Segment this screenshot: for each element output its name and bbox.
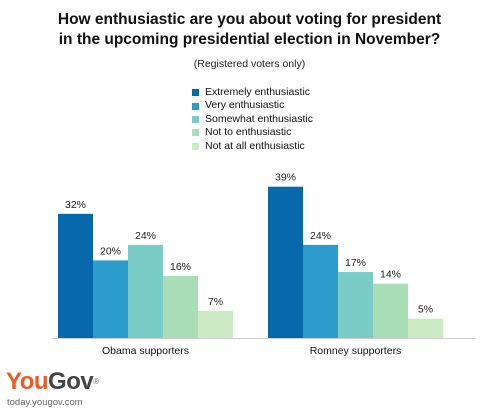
chart-title-line-2: in the upcoming presidential election in… — [58, 31, 441, 48]
legend-label: Extremely enthusiastic — [205, 86, 311, 98]
bar — [58, 213, 93, 338]
bar — [408, 318, 443, 338]
bar-value-label: 17% — [345, 257, 366, 269]
legend-label: Not at all enthusiastic — [205, 139, 305, 152]
legend-label: Very enthusiastic — [205, 99, 285, 112]
logo-registered: ® — [93, 377, 99, 386]
bar-value-label: 5% — [418, 304, 433, 316]
bar — [163, 275, 198, 338]
category-label: Obama supporters — [102, 345, 189, 357]
yougov-logo: YouGov® — [6, 370, 99, 394]
legend-label: Somewhat enthusiastic — [205, 112, 313, 125]
bar — [338, 272, 373, 338]
legend-swatch — [192, 142, 199, 150]
legend-item: Somewhat enthusiastic — [192, 113, 313, 126]
bar — [373, 283, 408, 338]
chart-title-line-1: How enthusiastic are you about voting fo… — [57, 11, 442, 28]
bar-value-label: 20% — [100, 245, 121, 257]
legend-swatch — [192, 89, 199, 97]
category-label: Romney supporters — [310, 345, 402, 357]
bar-value-label: 16% — [170, 261, 191, 273]
bar — [303, 244, 338, 338]
legend-item: Very enthusiastic — [192, 99, 313, 112]
site-url: today.yougov.com — [7, 397, 83, 408]
bar — [268, 186, 303, 338]
legend-item: Not at all enthusiastic — [192, 140, 313, 153]
chart-legend: Extremely enthusiastic Very enthusiastic… — [192, 86, 313, 153]
chart-title: How enthusiastic are you about voting fo… — [0, 10, 499, 50]
legend-item: Not to enthusiastic — [192, 126, 313, 139]
legend-swatch — [192, 129, 199, 137]
legend-swatch — [192, 115, 199, 123]
legend-swatch — [192, 102, 199, 110]
bar — [198, 310, 233, 338]
bar-value-label: 32% — [65, 199, 86, 211]
logo-you: You — [6, 368, 49, 395]
bar-value-label: 24% — [135, 230, 156, 242]
bar — [128, 244, 163, 338]
bar — [93, 260, 128, 338]
bar-value-label: 14% — [380, 269, 401, 281]
bar-value-label: 7% — [208, 296, 223, 308]
chart-subtitle: (Registered voters only) — [193, 58, 306, 70]
bar-value-label: 39% — [275, 172, 296, 184]
legend-label: Not to enthusiastic — [205, 126, 292, 139]
legend-item: Extremely enthusiastic — [192, 86, 313, 99]
logo-gov: Gov — [48, 368, 94, 395]
bar-value-label: 24% — [310, 230, 331, 242]
